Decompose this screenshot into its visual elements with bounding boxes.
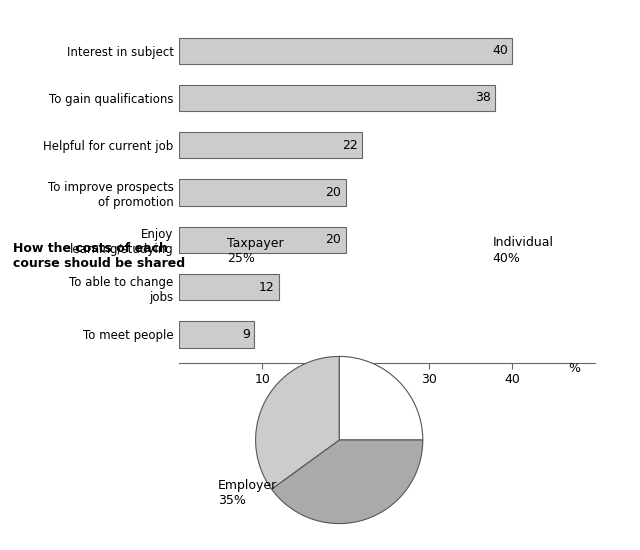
Text: 38: 38 (476, 91, 492, 104)
Bar (179, 321, 254, 348)
Bar (179, 179, 346, 206)
Text: 9: 9 (242, 328, 250, 341)
Text: 40: 40 (492, 44, 508, 57)
Bar (179, 227, 346, 253)
Text: 12: 12 (259, 280, 275, 294)
Text: Employer
35%: Employer 35% (218, 478, 277, 507)
Text: 20: 20 (326, 233, 342, 246)
Bar (179, 274, 279, 300)
Wedge shape (271, 440, 423, 524)
Text: 20: 20 (326, 186, 342, 199)
Text: Taxpayer
25%: Taxpayer 25% (227, 236, 284, 265)
Text: Individual
40%: Individual 40% (493, 236, 554, 265)
Text: 22: 22 (342, 139, 358, 152)
Bar (179, 132, 362, 158)
Wedge shape (339, 356, 423, 440)
Bar (179, 85, 495, 111)
Text: How the costs of each
course should be shared: How the costs of each course should be s… (13, 242, 185, 270)
Text: %: % (568, 362, 580, 375)
Wedge shape (255, 356, 339, 489)
Bar (179, 37, 512, 64)
